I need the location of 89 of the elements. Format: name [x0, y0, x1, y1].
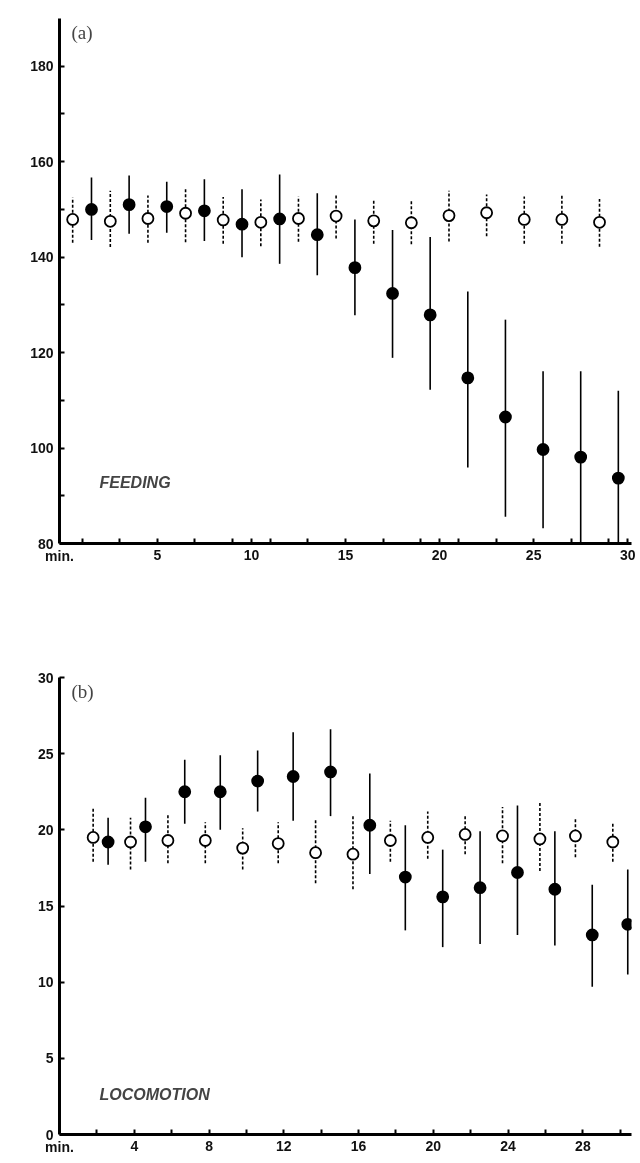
- point: [309, 846, 322, 860]
- point: [216, 213, 230, 227]
- x-tick-label: 16: [350, 1137, 367, 1154]
- point: [480, 206, 494, 220]
- point: [160, 200, 174, 213]
- point: [254, 215, 268, 229]
- point: [85, 203, 98, 216]
- point: [324, 765, 337, 779]
- point: [511, 866, 524, 879]
- x-tick-label: 5: [153, 546, 162, 563]
- point: [611, 471, 625, 485]
- point: [101, 835, 115, 849]
- point: [517, 213, 531, 226]
- point: [346, 847, 360, 861]
- x-tick-label: 4: [130, 1137, 139, 1154]
- y-tick-label: 0: [45, 1126, 54, 1143]
- point: [421, 831, 435, 844]
- point: [236, 841, 250, 855]
- point: [555, 213, 569, 226]
- x-tick-label: 8: [205, 1137, 214, 1154]
- point: [569, 829, 582, 843]
- point: [122, 198, 136, 212]
- point: [383, 834, 397, 847]
- point: [367, 214, 381, 228]
- point: [178, 785, 192, 799]
- point: [348, 261, 362, 275]
- x-tick-label: 24: [500, 1137, 517, 1154]
- x-tick-label: 12: [276, 1137, 292, 1154]
- point: [548, 882, 562, 896]
- point: [271, 837, 285, 850]
- x-tick-label: 20: [431, 546, 448, 563]
- point: [251, 774, 265, 788]
- y-tick-label: 160: [30, 153, 54, 170]
- point: [574, 450, 588, 464]
- point: [461, 371, 475, 385]
- point: [398, 870, 412, 884]
- point: [585, 928, 599, 942]
- point: [404, 216, 418, 230]
- x-tick-label: 30: [619, 546, 636, 563]
- y-tick-label: 140: [30, 249, 54, 266]
- y-tick-label: 180: [30, 58, 54, 75]
- point: [197, 204, 211, 218]
- point: [139, 820, 152, 834]
- x-tick-label: 10: [243, 546, 260, 563]
- annotation: LOCOMOTION: [99, 1085, 211, 1103]
- point: [473, 881, 487, 895]
- y-tick-label: 25: [37, 745, 54, 762]
- y-tick-label: 100: [30, 440, 54, 457]
- y-tick-label: 5: [45, 1050, 54, 1067]
- y-tick-label: 20: [37, 821, 54, 838]
- point: [179, 206, 192, 220]
- x-tick-label: 28: [575, 1137, 591, 1154]
- point: [66, 213, 80, 226]
- point: [593, 215, 606, 229]
- point: [442, 209, 456, 222]
- point: [273, 212, 287, 226]
- point: [103, 214, 117, 228]
- point: [329, 209, 343, 223]
- point: [286, 770, 300, 783]
- point: [533, 832, 547, 846]
- chart-title: (b): [71, 680, 94, 703]
- point: [235, 217, 249, 231]
- point: [124, 835, 137, 849]
- y-tick-label: 80: [37, 535, 54, 552]
- chart-title: (a): [71, 21, 93, 44]
- point: [310, 228, 324, 242]
- point: [423, 308, 437, 322]
- x-tick-label: 15: [337, 546, 354, 563]
- y-tick-label: 30: [37, 669, 54, 686]
- annotation: FEEDING: [99, 474, 171, 491]
- y-tick-label: 120: [30, 344, 54, 361]
- point: [458, 828, 472, 841]
- point: [496, 829, 509, 843]
- point: [363, 818, 377, 832]
- point: [198, 834, 212, 847]
- point: [86, 831, 100, 844]
- point: [161, 834, 175, 847]
- x-tick-label: 20: [425, 1137, 442, 1154]
- point: [213, 785, 227, 799]
- point: [292, 212, 305, 225]
- point: [536, 443, 550, 456]
- point: [386, 287, 399, 300]
- x-tick-label: 25: [525, 546, 542, 563]
- point: [141, 212, 155, 225]
- point: [606, 835, 620, 849]
- y-tick-label: 15: [37, 898, 54, 914]
- point: [499, 410, 512, 424]
- point: [436, 890, 450, 904]
- y-tick-label: 10: [37, 974, 54, 991]
